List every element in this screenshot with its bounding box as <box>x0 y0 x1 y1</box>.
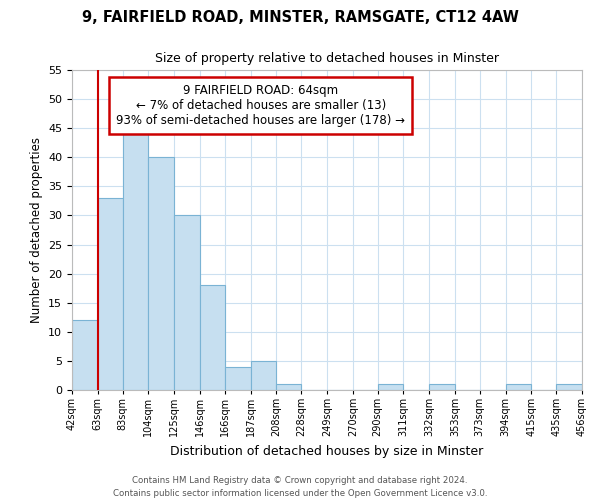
Bar <box>251 361 277 390</box>
Text: Contains HM Land Registry data © Crown copyright and database right 2024.
Contai: Contains HM Land Registry data © Crown c… <box>113 476 487 498</box>
Bar <box>122 128 148 390</box>
Bar <box>148 158 174 390</box>
Y-axis label: Number of detached properties: Number of detached properties <box>29 137 43 323</box>
Text: 9 FAIRFIELD ROAD: 64sqm
← 7% of detached houses are smaller (13)
93% of semi-det: 9 FAIRFIELD ROAD: 64sqm ← 7% of detached… <box>116 84 405 128</box>
Bar <box>225 366 251 390</box>
Title: Size of property relative to detached houses in Minster: Size of property relative to detached ho… <box>155 52 499 64</box>
Bar <box>277 384 301 390</box>
Bar <box>98 198 122 390</box>
Text: 9, FAIRFIELD ROAD, MINSTER, RAMSGATE, CT12 4AW: 9, FAIRFIELD ROAD, MINSTER, RAMSGATE, CT… <box>82 10 518 25</box>
Bar <box>174 216 200 390</box>
X-axis label: Distribution of detached houses by size in Minster: Distribution of detached houses by size … <box>170 444 484 458</box>
Bar <box>556 384 582 390</box>
Bar <box>429 384 455 390</box>
Bar <box>72 320 98 390</box>
Bar <box>200 286 225 390</box>
Bar <box>377 384 403 390</box>
Bar <box>506 384 532 390</box>
